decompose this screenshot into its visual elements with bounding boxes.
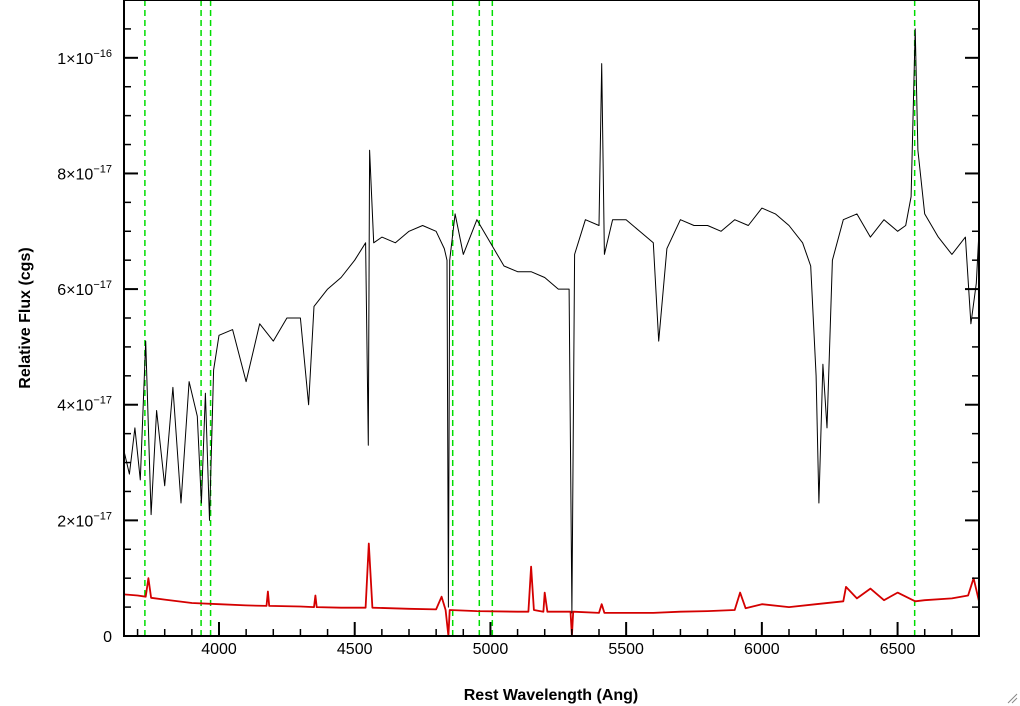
x-tick-label: 4500 [337, 641, 373, 658]
error-series-line [123, 542, 980, 637]
x-tick-label: 5000 [473, 641, 509, 658]
y-tick-label: 6×10−17 [57, 279, 112, 299]
flux-series-line [123, 28, 980, 614]
x-tick-label: 4000 [201, 641, 237, 658]
x-axis-ticks: 4000 4500 5000 5500 6000 6500 [136, 622, 980, 658]
y-tick-label: 8×10−17 [57, 163, 112, 183]
emission-line-markers [144, 0, 916, 636]
spectrum-series [123, 28, 980, 637]
x-tick-label: 5500 [608, 641, 644, 658]
y-axis-ticks: 0 2×10−17 4×10−17 6×10−17 8×10−17 1×10−16 [57, 0, 979, 646]
x-axis-label: Rest Wavelength (Ang) [464, 687, 639, 704]
x-tick-label: 6000 [744, 641, 780, 658]
plot-frame [123, 0, 980, 637]
y-tick-label: 2×10−17 [57, 510, 112, 530]
x-tick-label: 6500 [880, 641, 916, 658]
y-axis-label: Relative Flux (cgs) [17, 247, 34, 388]
y-tick-label: 1×10−16 [57, 48, 112, 68]
resize-grip-icon[interactable] [1006, 692, 1018, 704]
y-tick-label: 4×10−17 [57, 395, 112, 415]
y-tick-label: 0 [103, 629, 112, 646]
